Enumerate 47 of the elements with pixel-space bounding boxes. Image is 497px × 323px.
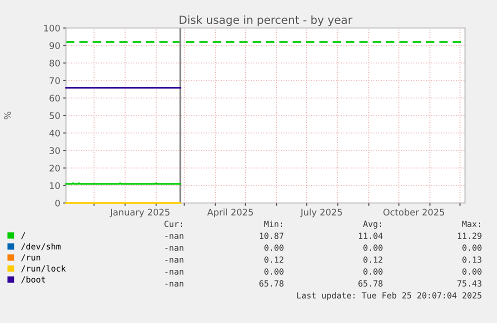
text: 75.43	[457, 280, 482, 287]
text: 0.12	[264, 256, 284, 263]
text: 0.00	[363, 268, 382, 275]
legend-label: /	[21, 232, 26, 240]
text: 0.12	[363, 256, 382, 263]
x-tick-label: October 2025	[383, 208, 444, 216]
text: -nan	[165, 234, 184, 239]
text: -nan	[165, 258, 184, 263]
text: 0.00	[264, 244, 284, 251]
y-tick-label: 40	[49, 130, 60, 137]
text: 11.04	[358, 232, 383, 239]
y-tick-label: 90	[50, 42, 60, 50]
y-tick-label: 80	[50, 60, 60, 67]
y-tick-label: 0	[55, 200, 60, 207]
text: -nan	[165, 270, 184, 275]
legend-label: /run	[21, 254, 40, 262]
text: 0.13	[462, 256, 482, 263]
y-tick-label: 70	[50, 77, 60, 84]
text: -nan	[165, 246, 184, 251]
text: 11.29	[458, 232, 482, 239]
x-tick-label: April 2025	[207, 208, 253, 218]
text: -nan	[165, 282, 184, 287]
x-tick-label: January 2025	[110, 208, 170, 218]
text: 10.87	[260, 232, 284, 239]
y-tick-label: 60	[50, 94, 60, 102]
text: 0.00	[264, 268, 284, 275]
y-tick-label: 30	[50, 147, 60, 154]
x-tick-label: July 2025	[300, 208, 342, 218]
y-tick-label: 20	[50, 164, 60, 172]
text: 0.00	[462, 244, 482, 251]
text: Min:	[264, 220, 282, 227]
y-tick-label: 50	[50, 112, 60, 120]
legend-label: /run/lock	[21, 265, 66, 272]
text: Cur:	[164, 220, 182, 228]
text: 0.00	[363, 244, 382, 251]
y-tick-label: 10	[50, 182, 60, 190]
text: 65.78	[259, 280, 284, 287]
text: 0.00	[462, 268, 482, 275]
legend-label: /boot	[21, 276, 46, 284]
text: Max:	[462, 220, 480, 228]
y-tick-label: 100	[44, 24, 60, 32]
text: 65.78	[358, 280, 382, 287]
chart-title: Disk usage in percent - by year	[180, 15, 352, 26]
text: Avg:	[363, 220, 381, 229]
legend-label: /dev/shm	[21, 243, 61, 250]
text: Last update: Tue Feb 25 20:07:04 2025	[297, 292, 482, 300]
y-axis-title: %	[4, 112, 11, 120]
